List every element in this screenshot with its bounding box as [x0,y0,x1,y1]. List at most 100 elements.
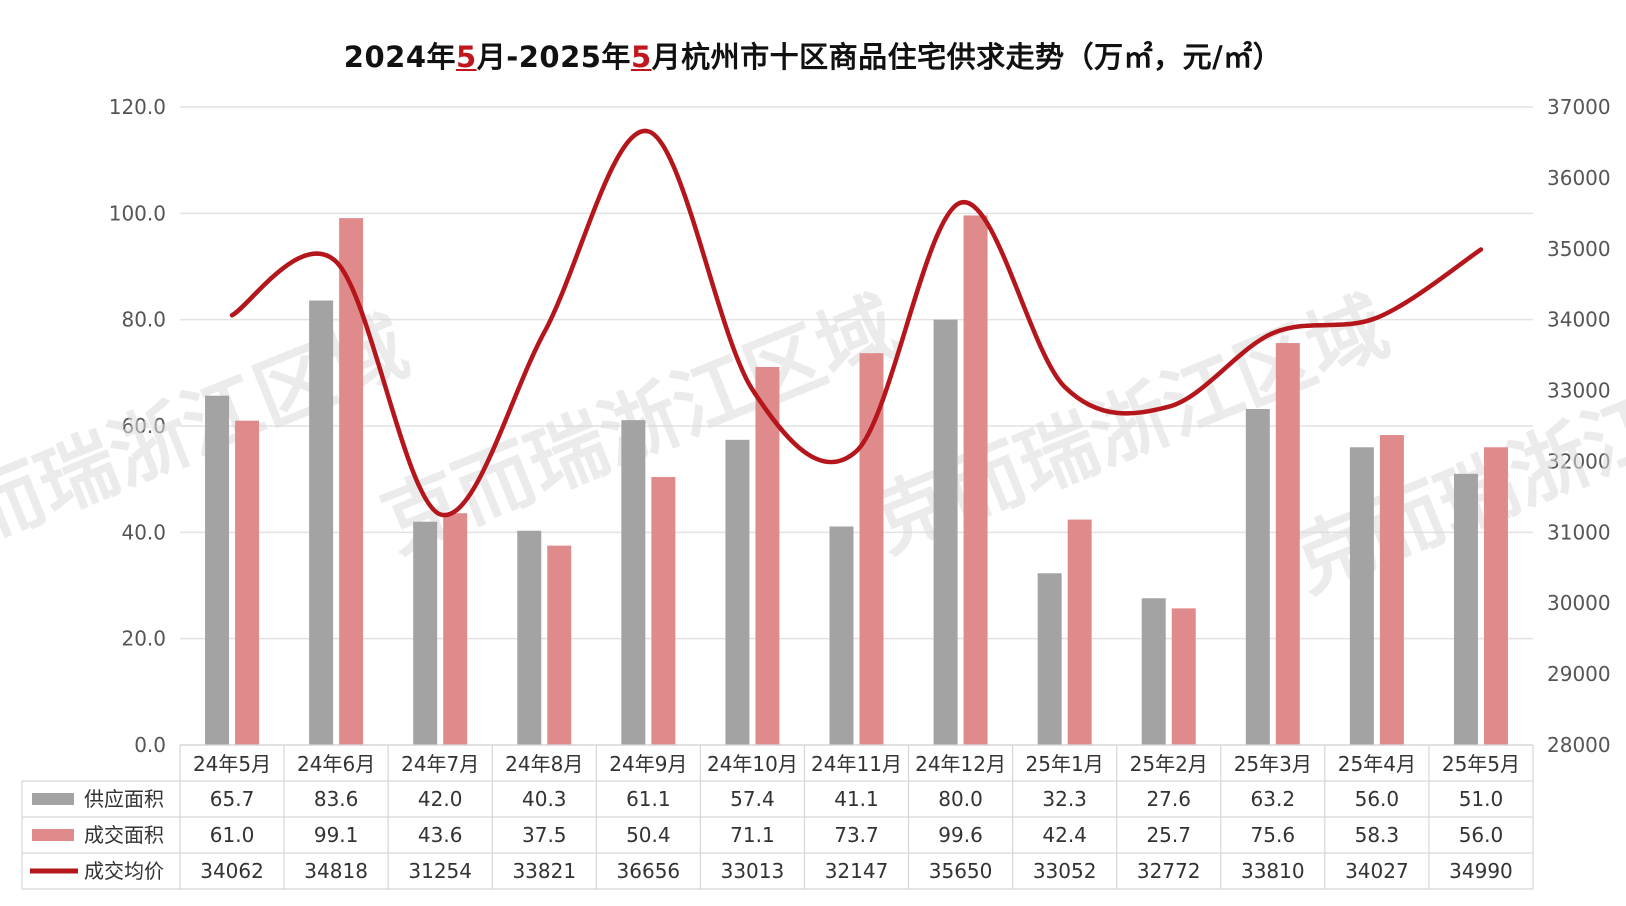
deal-bar [1171,608,1196,745]
table-value: 33052 [1033,859,1097,883]
table-value: 63.2 [1251,787,1296,811]
left-tick-label: 40.0 [121,520,166,544]
table-value: 99.6 [938,823,983,847]
legend-label: 供应面积 [84,787,164,811]
category-label: 24年12月 [915,752,1006,776]
table-value: 57.4 [730,787,775,811]
deal-bar [755,366,780,745]
table-value: 51.0 [1459,787,1504,811]
table-value: 27.6 [1146,787,1191,811]
category-label: 24年7月 [401,752,479,776]
table-value: 34990 [1449,859,1513,883]
right-tick-label: 31000 [1547,520,1611,544]
deal-bar [443,513,468,745]
category-label: 25年2月 [1130,752,1208,776]
deal-bar [1379,435,1404,745]
deal-bar [1275,343,1300,745]
table-value: 32147 [825,859,889,883]
right-tick-label: 32000 [1547,449,1611,473]
category-label: 25年3月 [1234,752,1312,776]
table-value: 75.6 [1251,823,1296,847]
legend-label: 成交面积 [84,823,164,847]
category-label: 24年10月 [707,752,798,776]
table-value: 50.4 [626,823,671,847]
table-value: 58.3 [1355,823,1400,847]
table-value: 33013 [721,859,785,883]
deal-bar [235,420,260,745]
right-tick-label: 37000 [1547,95,1611,119]
table-value: 34062 [200,859,264,883]
table-value: 56.0 [1355,787,1400,811]
category-label: 24年6月 [297,752,375,776]
chart-title: 2024年5月-2025年5月杭州市十区商品住宅供求走势（万㎡，元/㎡） [0,34,1626,76]
table-value: 42.4 [1042,823,1087,847]
supply-bar [205,395,230,745]
table-value: 56.0 [1459,823,1504,847]
deal-bar [339,218,364,745]
supply-bar [725,439,750,745]
left-tick-label: 80.0 [121,308,166,332]
right-tick-label: 29000 [1547,662,1611,686]
left-tick-label: 100.0 [109,201,166,225]
right-tick-label: 35000 [1547,237,1611,261]
table-value: 99.1 [314,823,359,847]
title-month-1: 5 [456,40,477,74]
supply-bar [829,526,854,745]
supply-bar [413,521,438,745]
supply-bar [621,420,646,745]
table-value: 34027 [1345,859,1409,883]
supply-bar [933,319,958,745]
supply-bar [1141,598,1166,745]
right-tick-label: 34000 [1547,308,1611,332]
table-value: 41.1 [834,787,879,811]
supply-bar [1245,408,1270,745]
deal-bar [651,477,676,745]
table-value: 61.0 [210,823,255,847]
left-tick-label: 120.0 [109,95,166,119]
legend-label: 成交均价 [84,859,164,883]
deal-bar [963,215,988,745]
deal-bar [1067,519,1092,745]
table-value: 33810 [1241,859,1305,883]
category-label: 24年11月 [811,752,902,776]
price-line [229,129,1484,518]
left-tick-label: 60.0 [121,414,166,438]
left-tick-label: 0.0 [134,733,166,757]
deal-bar [859,353,884,745]
title-month-2: 5 [630,40,652,74]
table-value: 31254 [408,859,472,883]
table-value: 25.7 [1146,823,1191,847]
right-tick-label: 36000 [1547,166,1611,190]
legend-swatch-supply [32,793,74,805]
right-tick-label: 30000 [1547,591,1611,615]
table-value: 83.6 [314,787,359,811]
supply-bar [1349,447,1374,745]
supply-bar [517,530,542,745]
supply-bar [1453,473,1478,745]
title-part-2: 月-2025年 [476,40,631,74]
table-value: 40.3 [522,787,567,811]
table-value: 36656 [617,859,681,883]
deal-bar [1483,447,1508,745]
deal-bar [547,545,572,745]
legend-swatch-deal [32,829,74,841]
title-part-1: 2024年 [343,40,456,74]
supply-bar [1037,573,1062,745]
table-value: 35650 [929,859,993,883]
right-tick-label: 28000 [1547,733,1611,757]
table-value: 61.1 [626,787,671,811]
title-part-3: 月杭州市十区商品住宅供求走势（万㎡，元/㎡） [651,40,1283,74]
table-value: 71.1 [730,823,775,847]
left-tick-label: 20.0 [121,627,166,651]
category-label: 25年1月 [1026,752,1104,776]
table-value: 34818 [304,859,368,883]
table-value: 32.3 [1042,787,1087,811]
right-tick-label: 33000 [1547,379,1611,403]
category-label: 25年4月 [1338,752,1416,776]
category-label: 24年8月 [505,752,583,776]
category-label: 25年5月 [1442,752,1520,776]
table-value: 32772 [1137,859,1201,883]
category-label: 24年9月 [609,752,687,776]
table-value: 33821 [512,859,576,883]
